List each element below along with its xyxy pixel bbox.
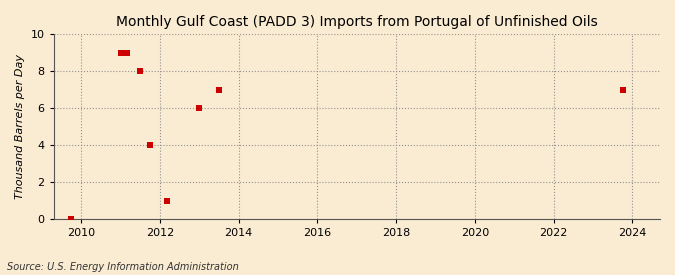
Point <box>144 143 155 147</box>
Text: Source: U.S. Energy Information Administration: Source: U.S. Energy Information Administ… <box>7 262 238 272</box>
Point <box>66 217 77 221</box>
Point <box>213 87 224 92</box>
Title: Monthly Gulf Coast (PADD 3) Imports from Portugal of Unfinished Oils: Monthly Gulf Coast (PADD 3) Imports from… <box>116 15 597 29</box>
Point <box>617 87 628 92</box>
Point <box>194 106 205 110</box>
Point <box>122 51 132 55</box>
Point <box>135 69 146 73</box>
Point <box>115 51 126 55</box>
Y-axis label: Thousand Barrels per Day: Thousand Barrels per Day <box>15 54 25 199</box>
Point <box>161 198 172 203</box>
